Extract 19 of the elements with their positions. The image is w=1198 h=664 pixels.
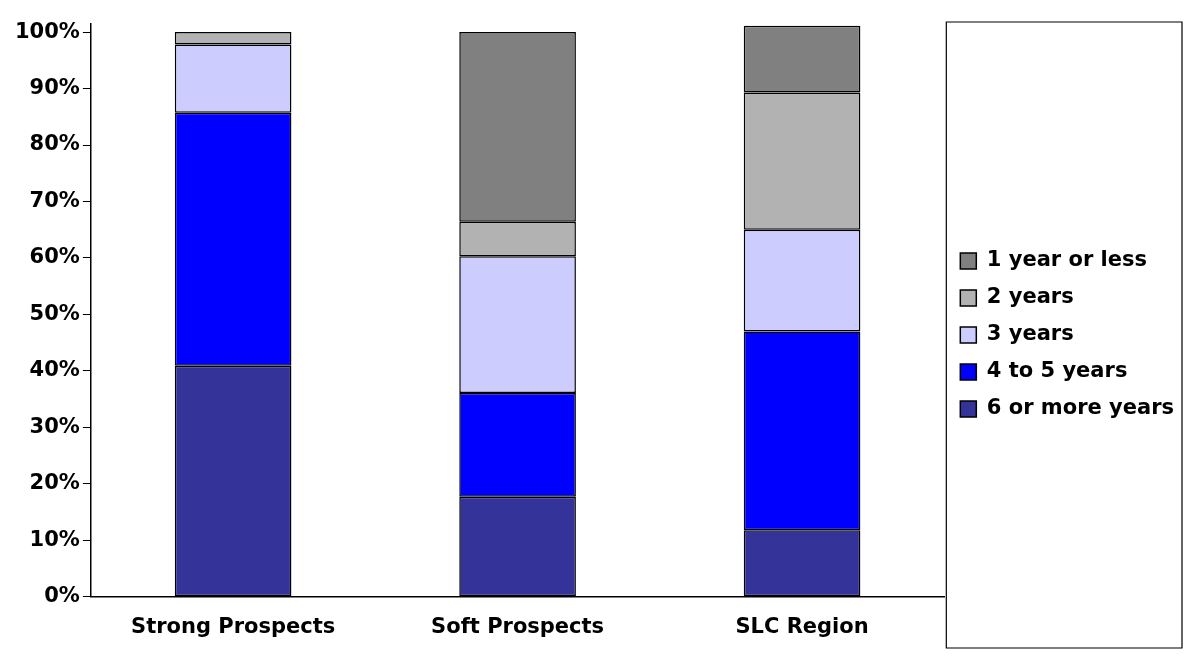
legend-label: 6 or more years [986,395,1175,420]
y-tick-label: 40% [29,357,80,382]
legend-label: 4 to 5 years [986,358,1128,383]
y-tick-label: 30% [29,413,80,438]
legend-label: 1 year or less [986,247,1148,272]
y-tick-label: 60% [29,244,80,269]
y-tick-label: 50% [29,300,80,325]
x-tick-label: Soft Prospects [431,613,605,638]
x-tick-label: Strong Prospects [131,613,336,638]
y-tick-label: 100% [14,18,80,43]
y-tick-label: 0% [44,583,80,608]
y-tick-label: 20% [29,470,80,495]
legend-label: 3 years [986,321,1074,346]
y-tick-label: 70% [29,187,80,212]
x-tick-label: SLC Region [735,613,869,638]
y-tick-label: 90% [29,75,80,99]
y-tick-label: 80% [29,131,80,156]
legend-label: 2 years [986,284,1074,309]
y-tick-label: 10% [29,526,80,551]
